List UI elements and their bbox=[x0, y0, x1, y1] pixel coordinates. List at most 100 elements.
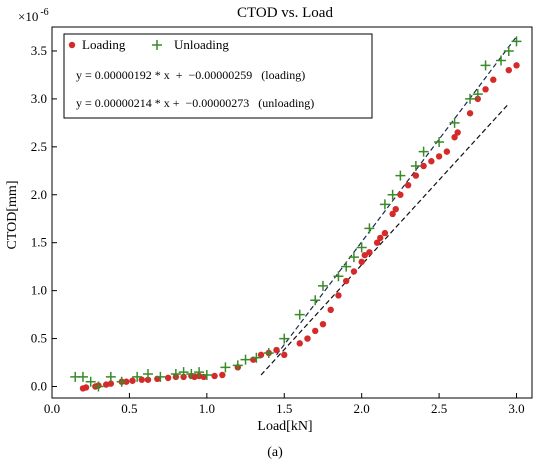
loading-point bbox=[428, 158, 435, 165]
y-tick-label: 2.5 bbox=[31, 139, 47, 154]
unloading-point bbox=[105, 371, 116, 382]
loading-point bbox=[82, 384, 90, 391]
unloading-point bbox=[333, 271, 344, 282]
loading-point bbox=[281, 351, 288, 359]
unloading-point bbox=[503, 45, 514, 56]
unloading-fit-line bbox=[276, 36, 517, 356]
unloading-point bbox=[387, 189, 398, 200]
unloading-point bbox=[240, 354, 251, 365]
loading-point bbox=[304, 335, 311, 342]
loading-point bbox=[490, 76, 497, 83]
unloading-point bbox=[232, 360, 243, 371]
loading-point bbox=[361, 251, 368, 259]
x-tick-label: 1.5 bbox=[276, 401, 292, 416]
loading-point bbox=[451, 134, 458, 141]
loading-point bbox=[435, 153, 443, 160]
legend-loading-marker bbox=[68, 41, 76, 49]
x-tick-label: 2.0 bbox=[354, 401, 370, 416]
y-tick-label: 3.5 bbox=[31, 43, 47, 58]
unloading-point bbox=[263, 347, 274, 358]
unloading-point bbox=[449, 117, 460, 128]
loading-point bbox=[144, 376, 152, 383]
loading-point bbox=[397, 191, 404, 198]
loading-fit-line bbox=[260, 103, 510, 376]
unloading-point bbox=[220, 362, 231, 373]
loading-point bbox=[211, 372, 218, 380]
unloading-point bbox=[132, 371, 143, 382]
loading-point bbox=[129, 377, 136, 384]
loading-point bbox=[505, 66, 512, 74]
loading-point bbox=[350, 268, 358, 275]
loading-point bbox=[443, 148, 451, 155]
x-tick-label: 1.0 bbox=[199, 401, 215, 416]
loading-point bbox=[312, 327, 319, 335]
loading-point bbox=[319, 320, 327, 328]
unloading-point bbox=[85, 376, 96, 387]
loading-point bbox=[138, 376, 146, 383]
loading-point bbox=[257, 351, 265, 359]
y-tick-label: 2.0 bbox=[31, 187, 47, 202]
loading-point bbox=[392, 205, 399, 213]
unloading-point bbox=[348, 252, 359, 263]
loading-point bbox=[219, 371, 226, 379]
legend: Loading Unloading y = 0.00000192 * x + −… bbox=[63, 33, 373, 119]
unloading-point bbox=[465, 93, 476, 104]
unloading-point bbox=[395, 170, 406, 181]
loading-point bbox=[404, 181, 412, 189]
y-tick-label: 3.0 bbox=[31, 91, 47, 106]
equation-unloading: y = 0.00000214 * x + −0.00000273 (unload… bbox=[76, 96, 314, 110]
loading-point bbox=[389, 210, 396, 218]
plot-area: 0.0 0.5 1.0 1.5 2.0 2.5 3.0 0.0 0.5 1.0 1.5 2.0 2.5 3… bbox=[31, 26, 533, 416]
unloading-point bbox=[341, 261, 352, 272]
loading-point bbox=[342, 277, 350, 285]
legend-unloading-label: Unloading bbox=[174, 37, 229, 52]
chart-title: CTOD vs. Load bbox=[237, 5, 333, 21]
loading-point bbox=[273, 346, 280, 354]
unloading-point bbox=[251, 352, 262, 363]
loading-point bbox=[466, 110, 474, 117]
plot-frame bbox=[51, 26, 533, 399]
unloading-point bbox=[294, 309, 305, 320]
y-tick-label: 1.5 bbox=[31, 235, 47, 250]
unloading-point bbox=[410, 161, 421, 172]
loading-point bbox=[366, 249, 373, 256]
scale-label: ×10 -6 bbox=[18, 7, 49, 24]
loading-point bbox=[335, 292, 342, 299]
loading-point bbox=[482, 86, 489, 93]
legend-loading-label: Loading bbox=[82, 37, 126, 52]
unloading-point bbox=[310, 295, 321, 306]
x-axis-label: Load[kN] bbox=[257, 419, 312, 434]
loading-point bbox=[420, 162, 427, 170]
unloading-point bbox=[317, 280, 328, 291]
equation-loading: y = 0.00000192 * x + −0.00000259 (loadin… bbox=[76, 68, 305, 82]
loading-point bbox=[381, 229, 389, 237]
unloading-point bbox=[194, 367, 205, 378]
y-tick-label: 0.5 bbox=[31, 331, 47, 346]
unloading-point bbox=[472, 89, 483, 100]
unloading-point bbox=[155, 371, 166, 382]
loading-point bbox=[373, 239, 381, 246]
legend-box bbox=[63, 33, 373, 119]
unloading-point bbox=[178, 367, 189, 378]
loading-point bbox=[107, 380, 115, 387]
loading-point bbox=[513, 62, 520, 69]
x-tick-label: 0.0 bbox=[44, 401, 60, 416]
unloading-point bbox=[356, 242, 367, 253]
unloading-point bbox=[364, 223, 375, 234]
unloading-point bbox=[170, 369, 181, 380]
unloading-point bbox=[93, 381, 104, 392]
unloading-point bbox=[379, 199, 390, 210]
unloading-point bbox=[496, 55, 507, 66]
loading-point bbox=[377, 234, 384, 242]
scale-multiplier: ×10 bbox=[18, 9, 38, 24]
loading-point bbox=[454, 129, 461, 136]
loading-point bbox=[164, 374, 172, 382]
x-tick-label: 2.5 bbox=[431, 401, 447, 416]
y-tick-label: 1.0 bbox=[31, 283, 47, 298]
loading-point bbox=[327, 306, 334, 314]
unloading-point bbox=[480, 60, 491, 71]
unloading-point bbox=[279, 333, 290, 344]
unloading-point bbox=[116, 376, 127, 387]
unloading-point bbox=[143, 369, 153, 380]
